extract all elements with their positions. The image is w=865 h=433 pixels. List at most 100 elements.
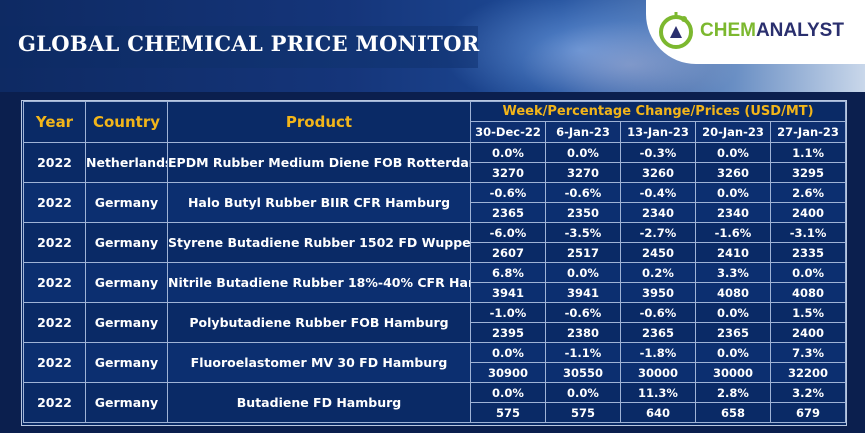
country-cell: Germany	[85, 182, 168, 223]
change-cell: 7.3%	[769, 342, 847, 363]
price-cell: 2517	[545, 242, 621, 263]
change-cell: -1.6%	[695, 222, 771, 243]
year-cell: 2022	[23, 302, 86, 343]
price-cell: 2340	[695, 202, 771, 223]
year-cell: 2022	[23, 142, 86, 183]
price-cell: 2410	[695, 242, 771, 263]
table-row: 2022 Germany Butadiene FD Hamburg 0.0% 0…	[23, 382, 847, 423]
price-cell: 3941	[470, 282, 546, 303]
change-cell: 0.2%	[620, 262, 696, 283]
change-cell: 0.0%	[695, 342, 771, 363]
price-cell: 2400	[769, 202, 847, 223]
change-cell: -0.6%	[545, 182, 621, 203]
change-cell: 1.5%	[769, 302, 847, 323]
change-cell: 3.3%	[695, 262, 771, 283]
price-cell: 2365	[470, 202, 546, 223]
change-cell: 0.0%	[695, 302, 771, 323]
change-cell: -2.7%	[620, 222, 696, 243]
product-cell: EPDM Rubber Medium Diene FOB Rotterdam	[167, 142, 471, 183]
price-cell: 30000	[620, 362, 696, 383]
product-cell: Nitrile Butadiene Rubber 18%-40% CFR Ham…	[167, 262, 471, 303]
price-cell: 30550	[545, 362, 621, 383]
price-cell: 3260	[695, 162, 771, 183]
col-header-country: Country	[85, 101, 168, 143]
logo-part-chem: CHEM	[700, 20, 756, 41]
change-cell: 0.0%	[545, 262, 621, 283]
change-cell: -0.3%	[620, 142, 696, 163]
date-header: 27-Jan-23	[769, 120, 847, 144]
change-cell: 0.0%	[695, 142, 771, 163]
change-cell: 11.3%	[620, 382, 696, 403]
product-cell: Butadiene FD Hamburg	[167, 382, 471, 423]
product-cell: Polybutadiene Rubber FOB Hamburg	[167, 302, 471, 343]
change-cell: 0.0%	[545, 382, 621, 403]
date-header: 6-Jan-23	[545, 120, 621, 144]
price-cell: 3941	[545, 282, 621, 303]
logo-wordmark: CHEMANALYST	[700, 20, 844, 42]
change-cell: -0.6%	[470, 182, 546, 203]
price-cell: 4080	[769, 282, 847, 303]
price-cell: 2365	[695, 322, 771, 343]
country-cell: Germany	[85, 222, 168, 263]
table-row: 2022 Netherlands EPDM Rubber Medium Dien…	[23, 142, 847, 183]
date-header: 13-Jan-23	[620, 120, 696, 144]
year-cell: 2022	[23, 342, 86, 383]
year-cell: 2022	[23, 182, 86, 223]
price-cell: 575	[545, 402, 621, 423]
price-cell: 2380	[545, 322, 621, 343]
country-cell: Netherlands	[85, 142, 168, 183]
product-cell: Styrene Butadiene Rubber 1502 FD Wuppert…	[167, 222, 471, 263]
date-header: 30-Dec-22	[470, 120, 546, 144]
change-cell: 0.0%	[545, 142, 621, 163]
change-cell: -1.8%	[620, 342, 696, 363]
price-cell: 2400	[769, 322, 847, 343]
change-cell: 3.2%	[769, 382, 847, 403]
price-cell: 3295	[769, 162, 847, 183]
page-title: GLOBAL CHEMICAL PRICE MONITOR	[18, 31, 480, 56]
country-cell: Germany	[85, 262, 168, 303]
price-cell: 2335	[769, 242, 847, 263]
price-cell: 2395	[470, 322, 546, 343]
col-header-year: Year	[23, 101, 86, 143]
change-cell: 0.0%	[769, 262, 847, 283]
price-cell: 575	[470, 402, 546, 423]
year-cell: 2022	[23, 262, 86, 303]
country-cell: Germany	[85, 302, 168, 343]
price-cell: 679	[769, 402, 847, 423]
change-cell: 0.0%	[695, 182, 771, 203]
country-cell: Germany	[85, 342, 168, 383]
price-cell: 2340	[620, 202, 696, 223]
change-cell: -0.6%	[620, 302, 696, 323]
change-cell: 2.6%	[769, 182, 847, 203]
price-cell: 32200	[769, 362, 847, 383]
product-cell: Halo Butyl Rubber BIIR CFR Hamburg	[167, 182, 471, 223]
change-cell: -0.6%	[545, 302, 621, 323]
change-cell: 2.8%	[695, 382, 771, 403]
year-cell: 2022	[23, 222, 86, 263]
logo-part-analyst: ANALYST	[755, 20, 844, 41]
table-row: 2022 Germany Styrene Butadiene Rubber 15…	[23, 222, 847, 263]
price-cell: 3950	[620, 282, 696, 303]
price-cell: 4080	[695, 282, 771, 303]
price-cell: 2607	[470, 242, 546, 263]
col-header-product: Product	[167, 101, 471, 143]
change-cell: -1.0%	[470, 302, 546, 323]
title-box	[0, 26, 478, 68]
change-cell: -1.1%	[545, 342, 621, 363]
change-cell: 0.0%	[470, 382, 546, 403]
table-row: 2022 Germany Polybutadiene Rubber FOB Ha…	[23, 302, 847, 343]
price-cell: 3260	[620, 162, 696, 183]
table-row: 2022 Germany Fluoroelastomer MV 30 FD Ha…	[23, 342, 847, 383]
flask-globe-icon	[659, 12, 693, 49]
change-cell: 0.0%	[470, 342, 546, 363]
price-cell: 30000	[695, 362, 771, 383]
logo-panel	[646, 0, 865, 64]
change-cell: -3.1%	[769, 222, 847, 243]
date-header: 20-Jan-23	[695, 120, 771, 144]
change-cell: -6.0%	[470, 222, 546, 243]
price-cell: 640	[620, 402, 696, 423]
change-cell: -3.5%	[545, 222, 621, 243]
table-row: 2022 Germany Halo Butyl Rubber BIIR CFR …	[23, 182, 847, 223]
change-cell: 1.1%	[769, 142, 847, 163]
change-cell: 6.8%	[470, 262, 546, 283]
